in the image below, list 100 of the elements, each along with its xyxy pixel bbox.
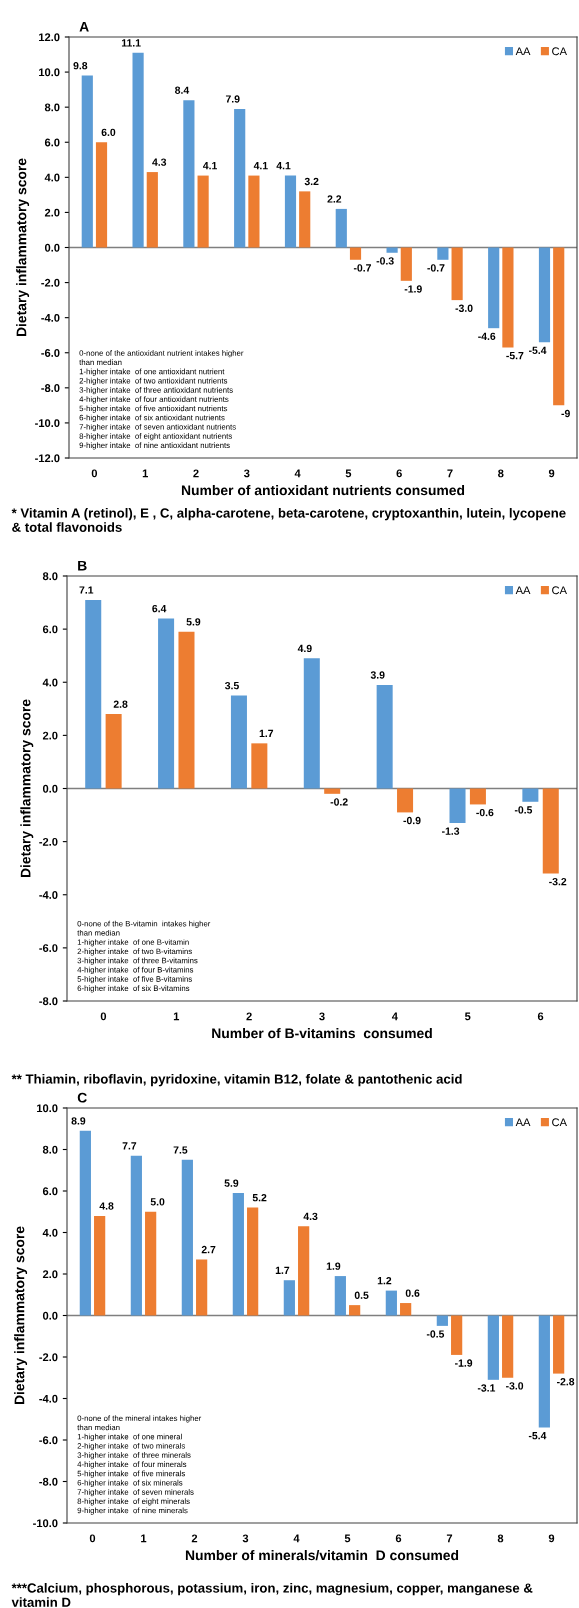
data-label: 8.4 (175, 86, 190, 94)
bar (146, 172, 158, 248)
data-label: -1.9 (455, 1359, 473, 1367)
bar (158, 618, 175, 789)
data-label: 4.1 (276, 162, 291, 170)
data-label: 6.0 (101, 128, 116, 137)
bar (376, 684, 393, 789)
x-tick-label: 5 (345, 469, 352, 478)
x-tick-label: 1 (173, 1012, 180, 1021)
y-tick-label: 6.0 (42, 1187, 58, 1196)
bar (247, 1207, 259, 1316)
x-tick-label: 2 (246, 1012, 252, 1021)
bar (181, 1159, 193, 1316)
bar (298, 1226, 310, 1316)
bar (178, 631, 195, 789)
y-tick-label: -8.0 (41, 384, 60, 392)
x-tick-label: 3 (319, 1012, 325, 1021)
bar (538, 247, 551, 343)
legend-label: AA (515, 1118, 531, 1127)
data-label: 7.5 (173, 1146, 188, 1154)
y-tick-label: 6.0 (44, 138, 60, 147)
bar (196, 1259, 208, 1316)
x-tick-label: 3 (243, 469, 250, 478)
y-tick-label: 6.0 (42, 625, 58, 634)
data-label: -5.4 (528, 1432, 547, 1440)
y-axis-title: Dietary inflammatory score (14, 1226, 28, 1405)
chart-title: C (77, 1092, 87, 1103)
bar (502, 1315, 514, 1378)
bar (130, 1155, 142, 1316)
data-label: -3.0 (506, 1382, 524, 1390)
chart-title: B (78, 560, 87, 571)
bar (488, 247, 500, 329)
bar (542, 788, 559, 874)
data-label: 1.9 (326, 1262, 341, 1270)
bar (522, 788, 539, 802)
data-label: 2.8 (113, 700, 128, 708)
bar (85, 599, 102, 789)
bar (397, 788, 414, 813)
x-tick-label: 1 (142, 469, 148, 478)
bar (386, 247, 398, 253)
data-label: -0.3 (376, 257, 394, 265)
x-tick-label: 6 (396, 469, 402, 478)
bar (335, 208, 347, 248)
data-label: 3.9 (370, 671, 385, 679)
bar (283, 1280, 295, 1316)
legend-label: AA (515, 586, 531, 595)
bar (334, 1276, 346, 1316)
y-tick-label: -6.0 (39, 1436, 58, 1445)
legend-label: CA (552, 47, 567, 56)
data-label: 7.1 (79, 586, 94, 594)
data-label: 9.8 (73, 61, 88, 70)
bar (538, 1315, 550, 1428)
y-tick-label: 0.0 (42, 784, 58, 793)
x-axis-title: Number of minerals/vitamin D consumed (185, 1550, 459, 1561)
bar (400, 1303, 412, 1316)
data-label: -0.6 (476, 808, 494, 817)
y-tick-label: 0.0 (42, 1311, 58, 1320)
y-tick-label: -2.0 (39, 837, 58, 846)
x-tick-label: 5 (464, 1012, 471, 1021)
data-label: 5.2 (252, 1194, 267, 1202)
data-label: 3.5 (225, 681, 239, 690)
bar (145, 1211, 157, 1316)
y-tick-label: 2.0 (42, 731, 58, 740)
legend-label: CA (552, 586, 567, 595)
data-label: 1.7 (275, 1266, 290, 1274)
bar (553, 247, 565, 406)
bar (230, 695, 247, 789)
bar (385, 1290, 397, 1316)
bar (449, 788, 466, 824)
y-tick-label: -2.0 (39, 1353, 58, 1362)
x-tick-label: 0 (89, 1534, 96, 1543)
bar (436, 1315, 448, 1326)
text: * Vitamin A (retinol), E , C, alpha-carotene, beta-carotene, cryptoxanthin, lutein, lycopene & total flavonoids (11, 508, 566, 532)
y-tick-label: 4.0 (42, 1228, 58, 1237)
x-tick-label: 3 (242, 1534, 249, 1543)
bar (95, 142, 108, 248)
text: ** Thiamin, riboflavin, pyridoxine, vitamin B12, folate & pantothenic acid (11, 1074, 462, 1087)
bar (232, 1193, 244, 1316)
y-tick-label: 8.0 (44, 103, 60, 112)
data-label: 2.7 (201, 1245, 216, 1254)
y-tick-label: 8.0 (42, 1145, 58, 1154)
bar (324, 788, 341, 794)
y-tick-label: -4.0 (39, 1394, 58, 1403)
x-tick-label: 5 (344, 1534, 351, 1543)
data-label: 11.1 (121, 39, 141, 47)
data-label: 3.2 (304, 177, 319, 186)
data-label: 0.5 (354, 1291, 369, 1299)
data-label: -1.3 (442, 827, 460, 835)
y-tick-label: -12.0 (35, 454, 60, 463)
data-label: 4.8 (99, 1202, 114, 1210)
data-label: 6.4 (152, 604, 167, 613)
data-label: -3.1 (477, 1384, 496, 1392)
x-tick-label: 0 (100, 1012, 107, 1021)
x-tick-label: 2 (191, 1534, 198, 1543)
x-axis-title: Number of antioxidant nutrients consumed (181, 485, 465, 496)
y-tick-label: 0.0 (44, 243, 60, 252)
x-tick-label: 1 (141, 1534, 147, 1543)
y-tick-label: 4.0 (44, 173, 60, 182)
x-tick-label: 6 (395, 1534, 402, 1543)
data-label: -0.7 (353, 264, 371, 272)
